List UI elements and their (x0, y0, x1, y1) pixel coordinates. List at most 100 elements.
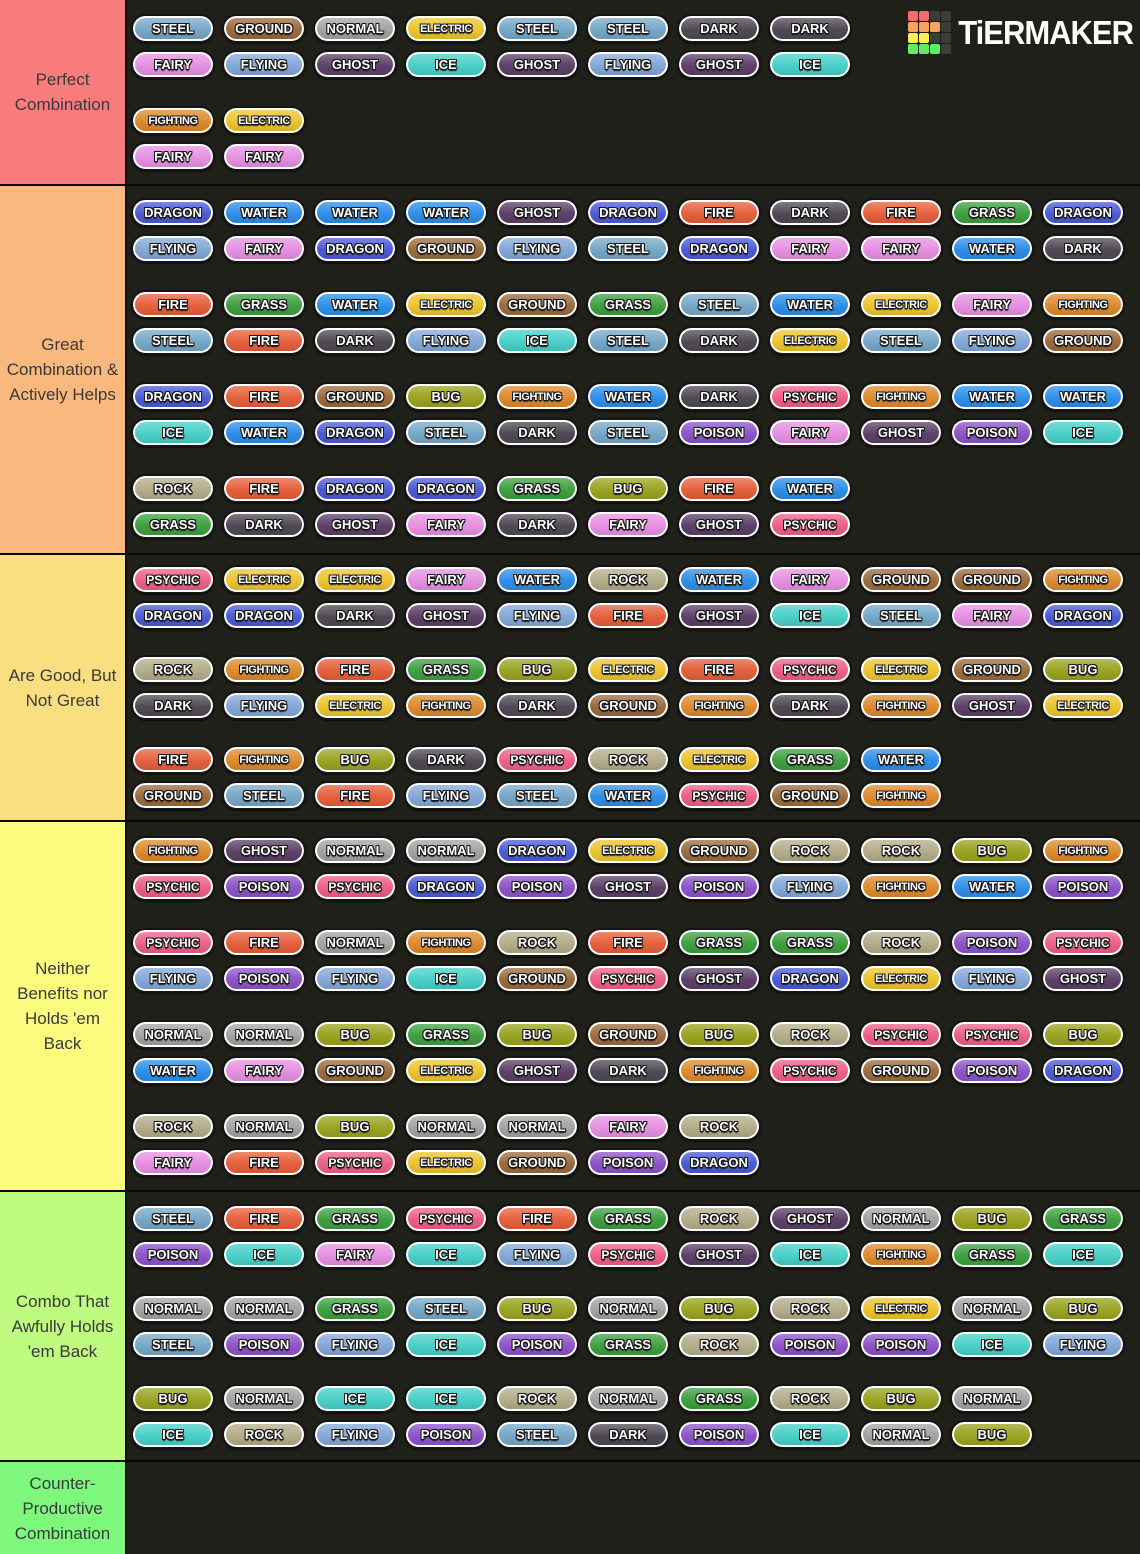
type-combo-steel-ice[interactable]: STEEL ICE (404, 1294, 488, 1359)
type-combo-normal-ghost[interactable]: NORMAL GHOST (313, 14, 397, 79)
type-combo-psychic-fairy[interactable]: PSYCHIC FAIRY (768, 382, 852, 447)
type-combo-electric-dark[interactable]: ELECTRIC DARK (313, 565, 397, 630)
type-combo-fighting-ground[interactable]: FIGHTING GROUND (1041, 290, 1125, 355)
type-combo-water-flying[interactable]: WATER FLYING (495, 565, 579, 630)
type-combo-water-dark[interactable]: WATER DARK (313, 290, 397, 355)
type-combo-fire-flying[interactable]: FIRE FLYING (495, 1204, 579, 1269)
type-combo-rock-psychic[interactable]: ROCK PSYCHIC (768, 1020, 852, 1085)
type-combo-rock-electric[interactable]: ROCK ELECTRIC (859, 928, 943, 993)
type-combo-fire-poison[interactable]: FIRE POISON (222, 928, 306, 993)
type-combo-fighting-psychic[interactable]: FIGHTING PSYCHIC (131, 836, 215, 901)
type-combo-electric-fairy[interactable]: ELECTRIC FAIRY (222, 106, 306, 171)
type-combo-normal-fire[interactable]: NORMAL FIRE (222, 1112, 306, 1177)
type-combo-bug-ice[interactable]: BUG ICE (131, 1384, 215, 1449)
type-combo-bug-psychic[interactable]: BUG PSYCHIC (313, 1112, 397, 1177)
type-combo-dragon-flying[interactable]: DRAGON FLYING (131, 198, 215, 263)
type-combo-rock-poison[interactable]: ROCK POISON (768, 1294, 852, 1359)
type-combo-ground-ghost[interactable]: GROUND GHOST (950, 655, 1034, 720)
type-combo-water-dragon[interactable]: WATER DRAGON (313, 198, 397, 263)
type-combo-fire-dark[interactable]: FIRE DARK (222, 474, 306, 539)
type-combo-rock-steel[interactable]: ROCK STEEL (495, 1384, 579, 1449)
type-combo-normal-bug[interactable]: NORMAL BUG (950, 1384, 1034, 1449)
type-combo-bug-poison[interactable]: BUG POISON (495, 1294, 579, 1359)
type-combo-bug-ground[interactable]: BUG GROUND (313, 1020, 397, 1085)
type-combo-water-ground[interactable]: WATER GROUND (404, 198, 488, 263)
type-combo-dark-poison[interactable]: DARK POISON (677, 382, 761, 447)
type-combo-electric-steel[interactable]: ELECTRIC STEEL (859, 290, 943, 355)
type-combo-psychic-ice[interactable]: PSYCHIC ICE (404, 1204, 488, 1269)
type-combo-grass-dragon[interactable]: GRASS DRAGON (768, 928, 852, 993)
type-combo-psychic-steel[interactable]: PSYCHIC STEEL (495, 745, 579, 810)
type-combo-normal-poison[interactable]: NORMAL POISON (222, 1294, 306, 1359)
type-combo-steel-dark[interactable]: STEEL DARK (677, 290, 761, 355)
type-combo-bug-dragon[interactable]: BUG DRAGON (1041, 1020, 1125, 1085)
type-combo-normal-electric[interactable]: NORMAL ELECTRIC (404, 1112, 488, 1177)
type-combo-bug-fighting[interactable]: BUG FIGHTING (677, 1020, 761, 1085)
tiermaker-logo[interactable]: TiERMAKER (908, 11, 1134, 54)
type-combo-dragon-steel[interactable]: DRAGON STEEL (586, 198, 670, 263)
type-combo-normal-dark[interactable]: NORMAL DARK (586, 1384, 670, 1449)
type-combo-bug-water[interactable]: BUG WATER (950, 836, 1034, 901)
type-combo-fighting-dragon[interactable]: FIGHTING DRAGON (1041, 565, 1125, 630)
type-combo-steel-poison[interactable]: STEEL POISON (131, 1204, 215, 1269)
type-combo-normal-steel[interactable]: NORMAL STEEL (131, 1294, 215, 1359)
type-combo-bug-fire[interactable]: BUG FIRE (313, 745, 397, 810)
type-combo-grass-electric[interactable]: GRASS ELECTRIC (404, 1020, 488, 1085)
type-combo-ground-ice[interactable]: GROUND ICE (495, 290, 579, 355)
type-combo-fairy-flying[interactable]: FAIRY FLYING (950, 290, 1034, 355)
type-combo-water-steel[interactable]: WATER STEEL (586, 382, 670, 447)
type-combo-fairy-ice[interactable]: FAIRY ICE (768, 565, 852, 630)
type-combo-bug-grass[interactable]: BUG GRASS (950, 1204, 1034, 1269)
type-combo-dragon-poison[interactable]: DRAGON POISON (495, 836, 579, 901)
type-combo-grass-ice[interactable]: GRASS ICE (1041, 1204, 1125, 1269)
type-combo-fairy-poison[interactable]: FAIRY POISON (586, 1112, 670, 1177)
type-combo-fighting-poison[interactable]: FIGHTING POISON (1041, 836, 1125, 901)
type-combo-bug-ghost[interactable]: BUG GHOST (495, 1020, 579, 1085)
type-combo-dark-ghost[interactable]: DARK GHOST (677, 14, 761, 79)
type-combo-grass-poison[interactable]: GRASS POISON (677, 1384, 761, 1449)
type-combo-ground-dark[interactable]: GROUND DARK (586, 1020, 670, 1085)
type-combo-bug-fairy[interactable]: BUG FAIRY (586, 474, 670, 539)
type-combo-ghost-flying[interactable]: GHOST FLYING (495, 198, 579, 263)
type-combo-ghost-poison[interactable]: GHOST POISON (222, 836, 306, 901)
type-combo-water-psychic[interactable]: WATER PSYCHIC (768, 474, 852, 539)
type-combo-poison-flying[interactable]: POISON FLYING (950, 928, 1034, 993)
type-combo-dragon-dark[interactable]: DRAGON DARK (1041, 198, 1125, 263)
type-combo-grass-ground[interactable]: GRASS GROUND (768, 745, 852, 810)
type-combo-electric-poison[interactable]: ELECTRIC POISON (859, 1294, 943, 1359)
type-combo-grass-flying[interactable]: GRASS FLYING (313, 1294, 397, 1359)
type-combo-grass-psychic[interactable]: GRASS PSYCHIC (586, 1204, 670, 1269)
type-combo-fighting-fairy[interactable]: FIGHTING FAIRY (131, 106, 215, 171)
type-combo-fighting-ghost[interactable]: FIGHTING GHOST (859, 382, 943, 447)
type-combo-psychic-dragon[interactable]: PSYCHIC DRAGON (131, 565, 215, 630)
type-combo-grass-ghost[interactable]: GRASS GHOST (677, 928, 761, 993)
type-combo-ground-poison[interactable]: GROUND POISON (677, 836, 761, 901)
type-combo-dragon-ghost[interactable]: DRAGON GHOST (313, 474, 397, 539)
type-combo-ground-flying[interactable]: GROUND FLYING (222, 14, 306, 79)
type-combo-fighting-ice[interactable]: FIGHTING ICE (404, 928, 488, 993)
type-combo-fire-psychic[interactable]: FIRE PSYCHIC (586, 928, 670, 993)
type-combo-water-poison[interactable]: WATER POISON (950, 382, 1034, 447)
type-combo-rock-dragon[interactable]: ROCK DRAGON (677, 1112, 761, 1177)
type-combo-electric-ice[interactable]: ELECTRIC ICE (404, 14, 488, 79)
type-combo-grass-steel[interactable]: GRASS STEEL (586, 290, 670, 355)
type-combo-fairy-ghost[interactable]: FAIRY GHOST (404, 565, 488, 630)
type-combo-fire-water[interactable]: FIRE WATER (222, 382, 306, 447)
type-combo-psychic-dark[interactable]: PSYCHIC DARK (768, 655, 852, 720)
type-combo-water-fairy[interactable]: WATER FAIRY (222, 198, 306, 263)
type-combo-electric-dragon[interactable]: ELECTRIC DRAGON (222, 565, 306, 630)
type-combo-electric-psychic[interactable]: ELECTRIC PSYCHIC (677, 745, 761, 810)
type-combo-water-electric[interactable]: WATER ELECTRIC (768, 290, 852, 355)
type-combo-bug-rock[interactable]: BUG ROCK (677, 1294, 761, 1359)
type-combo-bug-dark[interactable]: BUG DARK (495, 655, 579, 720)
type-combo-ice-flying[interactable]: ICE FLYING (313, 1384, 397, 1449)
type-combo-dark-flying[interactable]: DARK FLYING (404, 745, 488, 810)
type-combo-normal-ground[interactable]: NORMAL GROUND (495, 1112, 579, 1177)
type-combo-fire-ice[interactable]: FIRE ICE (222, 1204, 306, 1269)
type-combo-grass-fighting[interactable]: GRASS FIGHTING (404, 655, 488, 720)
type-combo-rock-ice[interactable]: ROCK ICE (768, 1384, 852, 1449)
type-combo-electric-ground[interactable]: ELECTRIC GROUND (586, 655, 670, 720)
type-combo-normal-psychic[interactable]: NORMAL PSYCHIC (313, 836, 397, 901)
type-combo-grass-fire[interactable]: GRASS FIRE (222, 290, 306, 355)
type-combo-grass-water[interactable]: GRASS WATER (950, 198, 1034, 263)
